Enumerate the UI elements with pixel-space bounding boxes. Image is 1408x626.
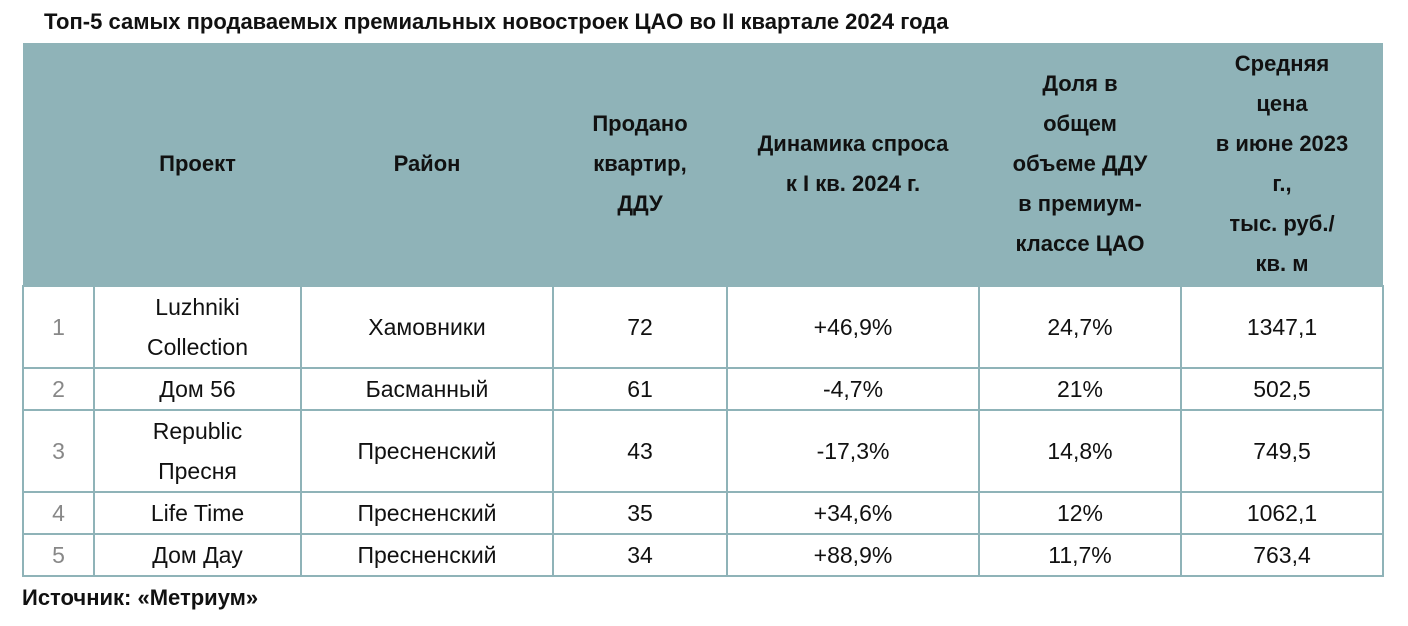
- table-row: 4 Life Time Пресненский 35 +34,6% 12% 1062,1: [22, 491, 1384, 535]
- cell-project: Republic Пресня: [93, 409, 302, 493]
- header-line: общем: [1043, 111, 1117, 136]
- cell-price: 749,5: [1180, 409, 1384, 493]
- cell-sold: 61: [552, 367, 728, 411]
- header-line: г.,: [1272, 171, 1292, 196]
- source-note: Источник: «Метриум»: [22, 585, 259, 610]
- header-line: ДДУ: [617, 191, 663, 216]
- cell-project: Life Time: [93, 491, 302, 535]
- header-line: Динамика спроса: [757, 131, 949, 156]
- header-line: классе ЦАО: [1015, 231, 1145, 256]
- cell-share: 14,8%: [978, 409, 1182, 493]
- cell-project: Дом 56: [93, 367, 302, 411]
- cell-share: 24,7%: [978, 285, 1182, 369]
- cell-dynamics: +46,9%: [726, 285, 980, 369]
- header-row: Проект Район Продано квартир, ДДУ Динамика сп…: [23, 43, 1383, 286]
- cell-sold: 35: [552, 491, 728, 535]
- column-header-district: Район: [301, 43, 553, 286]
- header-line: Район: [393, 151, 461, 176]
- cell-share: 12%: [978, 491, 1182, 535]
- cell-district: Пресненский: [300, 491, 554, 535]
- cell-sold: 43: [552, 409, 728, 493]
- header-line: Средняя: [1234, 51, 1330, 76]
- cell-share: 11,7%: [978, 533, 1182, 577]
- cell-dynamics: -4,7%: [726, 367, 980, 411]
- project-name-line: Collection: [147, 334, 248, 360]
- header-line: тыс. руб./: [1229, 211, 1335, 236]
- project-name-line: Life Time: [150, 500, 245, 526]
- header-line: квартир,: [593, 151, 687, 176]
- header-line: кв. м: [1255, 251, 1309, 276]
- column-header-project: Проект: [94, 43, 301, 286]
- cell-district: Хамовники: [300, 285, 554, 369]
- header-line: в премиум-: [1018, 191, 1142, 216]
- cell-dynamics: +34,6%: [726, 491, 980, 535]
- cell-sold: 72: [552, 285, 728, 369]
- cell-project: Luzhniki Collection: [93, 285, 302, 369]
- cell-n: 5: [22, 533, 95, 577]
- header-line: Продано: [592, 111, 688, 136]
- cell-dynamics: -17,3%: [726, 409, 980, 493]
- column-header-share: Доля в общем объеме ДДУ в премиум-классе ЦА…: [979, 43, 1181, 286]
- column-header-price: Средняя цена в июне 2023 г., тыс. руб./ кв. м: [1181, 43, 1383, 286]
- cell-district: Пресненский: [300, 533, 554, 577]
- cell-price: 763,4: [1180, 533, 1384, 577]
- column-header-index: [23, 43, 94, 286]
- cell-price: 502,5: [1180, 367, 1384, 411]
- sales-table: Проект Район Продано квартир, ДДУ Динамика сп…: [22, 43, 1384, 577]
- project-name-line: Дом Дау: [152, 542, 243, 568]
- header-line: цена: [1256, 91, 1308, 116]
- cell-n: 2: [22, 367, 95, 411]
- project-name-line: Дом 56: [159, 376, 236, 402]
- cell-n: 3: [22, 409, 95, 493]
- project-name-line: Luzhniki: [155, 294, 240, 320]
- column-header-dynamics: Динамика спроса к I кв. 2024 г.: [727, 43, 979, 286]
- header-line: к I кв. 2024 г.: [785, 171, 921, 196]
- table-row: 2 Дом 56 Басманный 61 -4,7% 21% 502,5: [22, 367, 1384, 411]
- cell-price: 1347,1: [1180, 285, 1384, 369]
- table-row: 1 Luzhniki Collection Хамовники 72 +46,9% 24,7…: [22, 285, 1384, 369]
- cell-share: 21%: [978, 367, 1182, 411]
- cell-sold: 34: [552, 533, 728, 577]
- cell-price: 1062,1: [1180, 491, 1384, 535]
- cell-dynamics: +88,9%: [726, 533, 980, 577]
- project-name-line: Republic: [152, 418, 243, 444]
- cell-project: Дом Дау: [93, 533, 302, 577]
- table-row: 5 Дом Дау Пресненский 34 +88,9% 11,7% 763,4: [22, 533, 1384, 577]
- column-header-sold: Продано квартир, ДДУ: [553, 43, 727, 286]
- cell-n: 1: [22, 285, 95, 369]
- cell-district: Пресненский: [300, 409, 554, 493]
- table-row: 3 Republic Пресня Пресненский 43 -17,3% 14,8% 7…: [22, 409, 1384, 493]
- header-line: в июне 2023: [1215, 131, 1349, 156]
- project-name-line: Пресня: [158, 458, 237, 484]
- header-line: объеме ДДУ: [1012, 151, 1148, 176]
- table-title: Топ-5 самых продаваемых премиальных ново…: [44, 9, 949, 34]
- cell-n: 4: [22, 491, 95, 535]
- header-line: Проект: [159, 151, 236, 176]
- cell-district: Басманный: [300, 367, 554, 411]
- header-line: Доля в: [1042, 71, 1118, 96]
